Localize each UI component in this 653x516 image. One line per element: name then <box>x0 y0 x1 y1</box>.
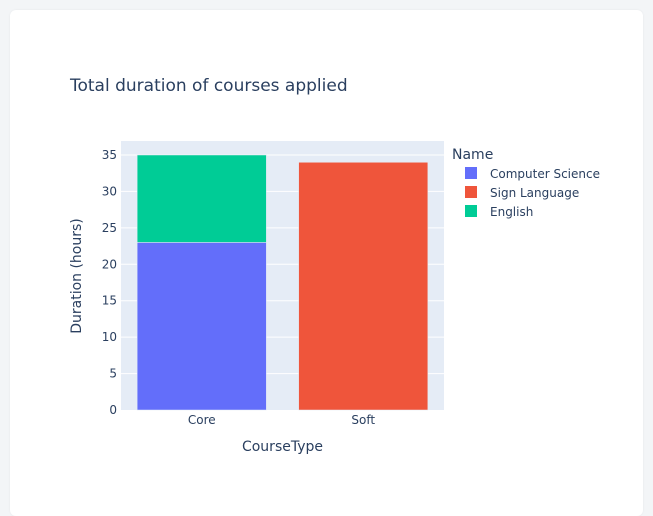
bar-sign-language[interactable] <box>298 162 429 411</box>
legend-label: Sign Language <box>490 186 579 200</box>
legend-item-sign-language[interactable]: Sign Language <box>465 186 579 200</box>
legend-item-english[interactable]: English <box>465 205 533 219</box>
y-tick-label: 35 <box>102 148 117 162</box>
x-tick-label: Soft <box>351 413 375 427</box>
bar-computer-science[interactable] <box>136 242 267 411</box>
legend-swatch <box>465 205 477 217</box>
y-tick-label: 30 <box>102 184 117 198</box>
legend-swatch <box>465 167 477 179</box>
legend-label: English <box>490 205 533 219</box>
bar-english[interactable] <box>136 154 267 243</box>
y-tick-label: 5 <box>109 367 117 381</box>
y-tick-label: 20 <box>102 257 117 271</box>
y-tick-label: 15 <box>102 294 117 308</box>
y-tick-label: 10 <box>102 330 117 344</box>
legend-swatch <box>465 186 477 198</box>
chart-title: Total duration of courses applied <box>69 76 348 96</box>
legend-label: Computer Science <box>490 167 600 181</box>
legend-item-computer-science[interactable]: Computer Science <box>465 167 600 181</box>
x-axis-title: CourseType <box>242 439 323 455</box>
y-axis-title: Duration (hours) <box>69 218 85 334</box>
legend-title: Name <box>452 147 493 163</box>
legend[interactable]: Name Computer Science Sign Language Englis… <box>452 147 600 219</box>
y-tick-label: 0 <box>109 403 117 417</box>
x-tick-label: Core <box>188 413 216 427</box>
plot-area: 0 5 10 15 20 25 30 35 Core Soft <box>102 141 444 427</box>
y-tick-label: 25 <box>102 221 117 235</box>
